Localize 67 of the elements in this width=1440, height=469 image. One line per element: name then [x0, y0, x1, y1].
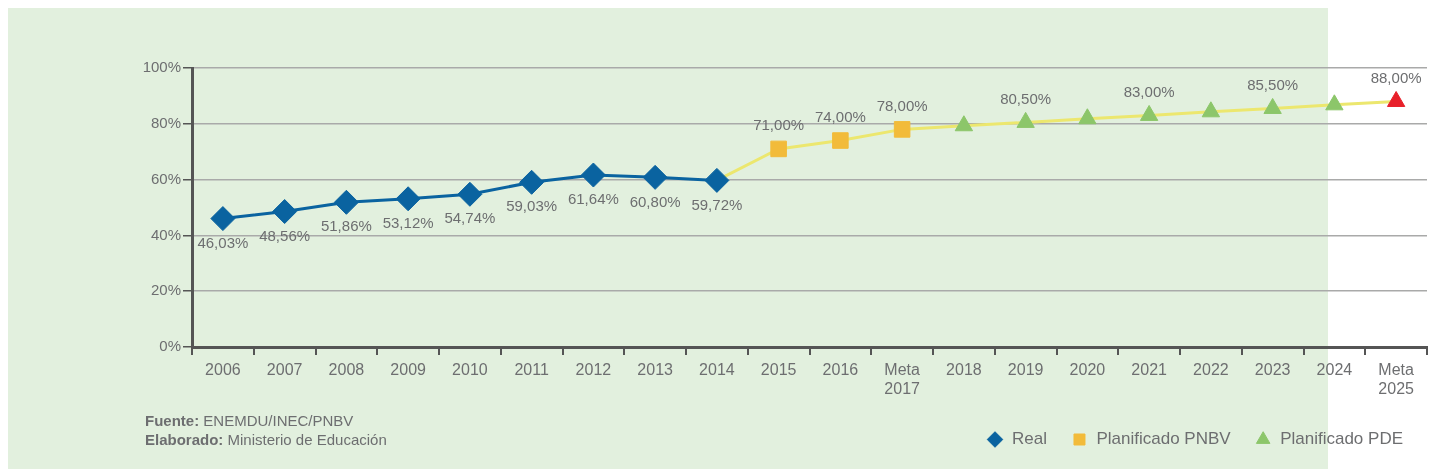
x-tick-label: 2021	[1131, 361, 1168, 379]
point	[642, 164, 668, 190]
x-tick-label: 2013	[637, 361, 674, 379]
x-tick-label: 2022	[1193, 361, 1229, 379]
data-label: 88,00%	[1370, 68, 1422, 86]
x-tick-label: 2008	[328, 361, 365, 379]
x-tick-label: 2020	[1069, 361, 1106, 379]
data-label: 46,03%	[197, 233, 249, 251]
y-tick-label: 0%	[159, 337, 181, 355]
point	[704, 167, 730, 193]
data-label: 54,74%	[444, 209, 496, 227]
point	[770, 140, 787, 158]
point	[519, 169, 545, 195]
x-tick-label: 2018	[946, 361, 982, 379]
x-tick-label: Meta 2025	[1378, 361, 1415, 398]
point	[1139, 104, 1159, 121]
x-tick-label: 2014	[699, 361, 735, 379]
point	[832, 132, 849, 149]
point	[210, 206, 236, 232]
point	[1325, 94, 1344, 111]
point	[457, 181, 483, 207]
point	[1386, 90, 1406, 107]
x-tick-label: 2024	[1316, 361, 1353, 379]
point	[1263, 97, 1282, 114]
point	[395, 186, 421, 212]
point	[954, 115, 974, 132]
x-tick-label: 2019	[1007, 361, 1044, 379]
data-label: 78,00%	[876, 96, 928, 114]
x-tick-label: Meta 2017	[884, 361, 921, 398]
data-label: 60,80%	[629, 192, 681, 210]
x-tick-label: 2006	[205, 361, 241, 379]
data-label: 59,72%	[691, 195, 743, 213]
data-label: 61,64%	[567, 190, 619, 208]
x-tick-label: 2007	[266, 361, 303, 379]
x-tick-label: 2009	[390, 361, 427, 379]
point	[333, 189, 359, 215]
x-tick-label: 2010	[452, 361, 488, 379]
x-tick-label: 2015	[760, 361, 797, 379]
data-label: 74,00%	[814, 107, 866, 125]
source-note: Fuente: ENEMDU/INEC/PNBV	[145, 412, 354, 429]
y-tick-label: 40%	[150, 225, 181, 243]
text: Elaborado: Ministerio de Educación	[145, 431, 387, 448]
data-label: 59,03%	[506, 197, 558, 215]
point	[580, 162, 606, 188]
legend-label: Planificado PNBV	[1096, 429, 1232, 449]
data-label: 85,50%	[1247, 75, 1299, 93]
legend-label: Planificado PDE	[1280, 429, 1403, 449]
data-label: 48,56%	[259, 226, 311, 244]
data-label: 53,12%	[382, 213, 434, 231]
point	[1201, 101, 1221, 118]
y-tick-label: 80%	[150, 113, 181, 131]
y-tick-label: 20%	[150, 281, 181, 299]
data-label: 71,00%	[753, 116, 805, 134]
legend-label: Real	[1012, 429, 1047, 449]
data-label: 80,50%	[1000, 89, 1052, 107]
y-tick-label: 60%	[150, 169, 181, 187]
x-tick-label: 2023	[1254, 361, 1291, 379]
point	[1078, 108, 1097, 125]
x-tick-label: 2016	[822, 361, 859, 379]
data-label: 83,00%	[1123, 82, 1175, 100]
data-label: 51,86%	[320, 217, 372, 235]
x-tick-label: 2012	[575, 361, 612, 379]
point	[272, 199, 298, 225]
y-tick-label: 100%	[142, 58, 181, 76]
point	[893, 121, 911, 138]
point	[1016, 111, 1035, 128]
x-tick-label: 2011	[514, 361, 549, 379]
